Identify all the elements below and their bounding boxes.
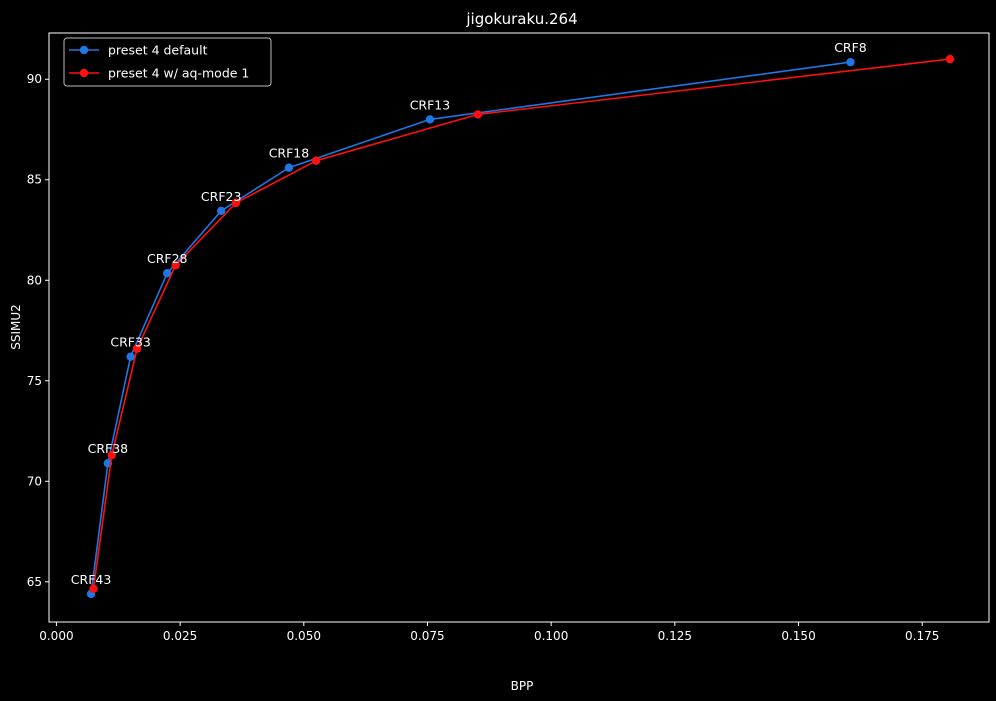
legend-swatch-marker: [79, 45, 89, 55]
x-tick-label: 0.050: [287, 629, 321, 643]
x-tick-label: 0.100: [534, 629, 568, 643]
series-2-point: [231, 198, 241, 208]
series-1-point: [284, 163, 294, 172]
data-label: CRF43: [71, 572, 112, 587]
y-tick-label: 90: [27, 72, 42, 86]
series-2-point: [311, 156, 321, 165]
y-tick-label: 70: [27, 474, 42, 488]
series-1-point: [425, 115, 435, 124]
x-tick-label: 0.175: [905, 629, 939, 643]
series-1-point: [163, 269, 172, 278]
series-1-point: [126, 352, 135, 361]
series-line-1: [90, 61, 851, 595]
legend-swatch-marker: [79, 68, 89, 78]
legend: preset 4 default preset 4 w/ aq-mode 1: [63, 37, 272, 87]
series-1-point: [216, 206, 226, 216]
data-label: CRF38: [88, 441, 129, 456]
data-label: CRF23: [201, 189, 242, 204]
series-2-point: [473, 110, 483, 119]
legend-label: preset 4 default: [108, 43, 208, 58]
data-label: CRF13: [410, 97, 451, 112]
axes-frame: [48, 32, 990, 623]
data-label: CRF18: [269, 146, 310, 161]
series-1-point: [846, 57, 855, 67]
series-2-point: [171, 260, 180, 270]
series-2-point: [945, 54, 955, 64]
legend-box: [63, 37, 272, 87]
y-axis-label: SSIMU2: [9, 304, 23, 350]
data-label: CRF8: [834, 40, 867, 55]
y-tick-label: 75: [27, 374, 42, 388]
x-axis-label: BPP: [511, 679, 534, 693]
x-tick-label: 0.075: [410, 629, 444, 643]
legend-label: preset 4 w/ aq-mode 1: [108, 66, 249, 81]
data-label: CRF33: [110, 335, 151, 350]
x-tick-label: 0.150: [781, 629, 815, 643]
plot-area: 0.000 0.025 0.050 0.075 0.100 0.125 0.150 0.175…: [27, 32, 990, 643]
y-tick-label: 85: [27, 173, 42, 187]
series-2-point: [89, 584, 98, 594]
y-tick-label: 80: [27, 273, 42, 287]
x-tick-label: 0.125: [658, 629, 692, 643]
series-line-2: [92, 58, 950, 589]
data-label: CRF28: [147, 251, 188, 266]
x-tick-label: 0.025: [163, 629, 197, 643]
series-2-point: [107, 450, 117, 460]
series-2-point: [132, 344, 142, 353]
chart-title: jigokuraku.264: [465, 10, 577, 28]
y-tick-label: 65: [27, 575, 42, 589]
x-tick-label: 0.000: [39, 629, 73, 643]
